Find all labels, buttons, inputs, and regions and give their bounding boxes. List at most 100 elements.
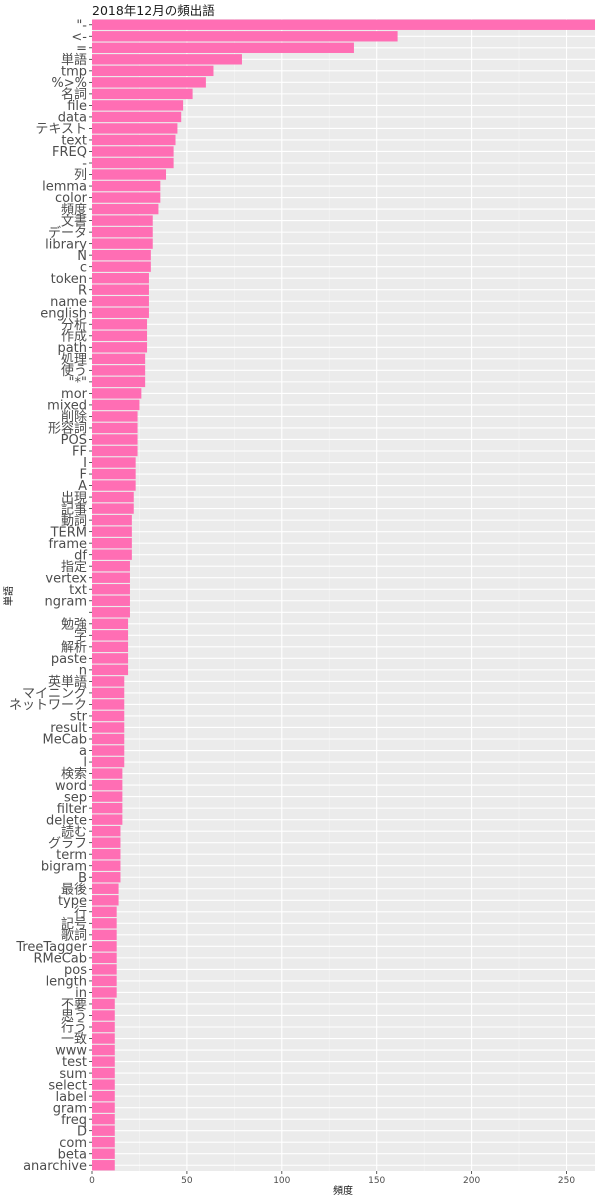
minor-gridlines (139, 19, 520, 1171)
y-tick-label: label (56, 1090, 87, 1105)
bar (92, 180, 161, 192)
bar (92, 883, 119, 894)
bar (92, 895, 119, 906)
y-tick-label: RMeCab (33, 952, 87, 967)
y-tick-label: english (40, 306, 87, 321)
y-tick-labels: "-<-=単語tmp%>%名詞filedataテキストtextFREQ-列lem… (9, 18, 92, 1174)
bar (92, 595, 130, 606)
y-tick-label: delete (46, 813, 87, 828)
y-tick-label: name (50, 295, 87, 310)
y-tick-label: paste (51, 652, 87, 667)
bar (92, 445, 138, 457)
bar (92, 1010, 115, 1021)
x-axis-title: 頻度 (333, 1184, 353, 1197)
y-tick-label: select (48, 1078, 87, 1093)
y-tick-label: 英単語 (48, 674, 87, 690)
bar (92, 365, 146, 376)
bar (92, 1148, 115, 1159)
y-tick-label: FF (72, 445, 87, 460)
bar (92, 918, 117, 929)
bar (92, 537, 132, 549)
x-tick-label: 250 (558, 1176, 575, 1186)
y-tick-label: FREQ (52, 145, 87, 160)
y-tick-label: 思う (61, 1009, 87, 1024)
bar (92, 814, 123, 825)
bar (92, 1102, 115, 1113)
bar (92, 100, 184, 111)
y-tick-label: "- (76, 18, 87, 33)
y-tick-label: "*" (69, 376, 87, 391)
y-tick-label: D (77, 1124, 87, 1139)
y-tick-label: frame (48, 537, 87, 552)
y-tick-label: length (46, 975, 87, 990)
bar (92, 607, 130, 618)
bar (92, 123, 178, 134)
bar (92, 906, 117, 917)
y-tick-label: sum (59, 1067, 87, 1082)
bar (92, 468, 136, 480)
bar (92, 756, 125, 768)
y-tick-label: 読む (61, 824, 87, 840)
bar (92, 699, 125, 710)
bar (92, 1067, 115, 1079)
bar (92, 630, 129, 641)
bar (92, 975, 117, 987)
bar (92, 77, 206, 88)
bar (92, 169, 167, 180)
bar (92, 860, 121, 871)
y-tick-label: library (45, 237, 87, 252)
y-tick-label: file (67, 99, 87, 114)
y-tick-label: 解析 (61, 641, 87, 656)
bar (92, 249, 151, 261)
y-tick-label: www (55, 1044, 87, 1059)
bar (92, 353, 146, 365)
y-tick-label: filter (57, 802, 88, 817)
bar (92, 284, 149, 295)
x-tick-labels: 0 50 100 150 200 250 (89, 1171, 575, 1186)
bar (92, 987, 117, 998)
bar (92, 653, 129, 664)
y-tick-label: TreeTagger (15, 940, 87, 955)
y-tick-label: N (77, 249, 87, 264)
bar (92, 480, 136, 491)
bar (92, 526, 132, 537)
y-tick-label: 文書 (61, 214, 87, 229)
y-tick-label: 記号 (61, 916, 87, 932)
bar (92, 388, 142, 399)
x-tick-label: 200 (463, 1176, 480, 1186)
bar (92, 273, 149, 284)
bar (92, 952, 117, 964)
bar (92, 641, 129, 653)
y-tick-label: sep (64, 790, 87, 805)
bar (92, 825, 121, 837)
y-tick-label: 記事 (61, 501, 87, 517)
y-tick-label: 出現 (61, 491, 87, 506)
y-tick-label: R (78, 283, 87, 298)
bar (92, 192, 161, 203)
bar (92, 19, 595, 30)
y-tick-label: test (62, 1055, 87, 1070)
y-tick-label: 字 (74, 629, 87, 644)
y-tick-label: color (55, 191, 88, 206)
bar (92, 745, 125, 756)
y-tick-label: in (75, 986, 87, 1001)
bar (92, 411, 138, 422)
y-tick-label: word (55, 779, 87, 794)
y-tick-label: tmp (61, 65, 87, 80)
y-tick-label: lemma (42, 180, 87, 195)
bar (92, 561, 130, 572)
bar (92, 88, 193, 100)
y-tick-label: 一致 (61, 1032, 87, 1047)
y-tick-label: 分析 (61, 318, 87, 333)
y-tick-label: str (70, 710, 88, 725)
bar (92, 664, 129, 676)
bar (92, 768, 123, 779)
bar (92, 111, 182, 123)
bar (92, 31, 398, 42)
bar (92, 722, 125, 733)
bar (92, 514, 132, 526)
bar (92, 146, 174, 157)
bar (92, 1125, 115, 1136)
bar (92, 376, 146, 388)
